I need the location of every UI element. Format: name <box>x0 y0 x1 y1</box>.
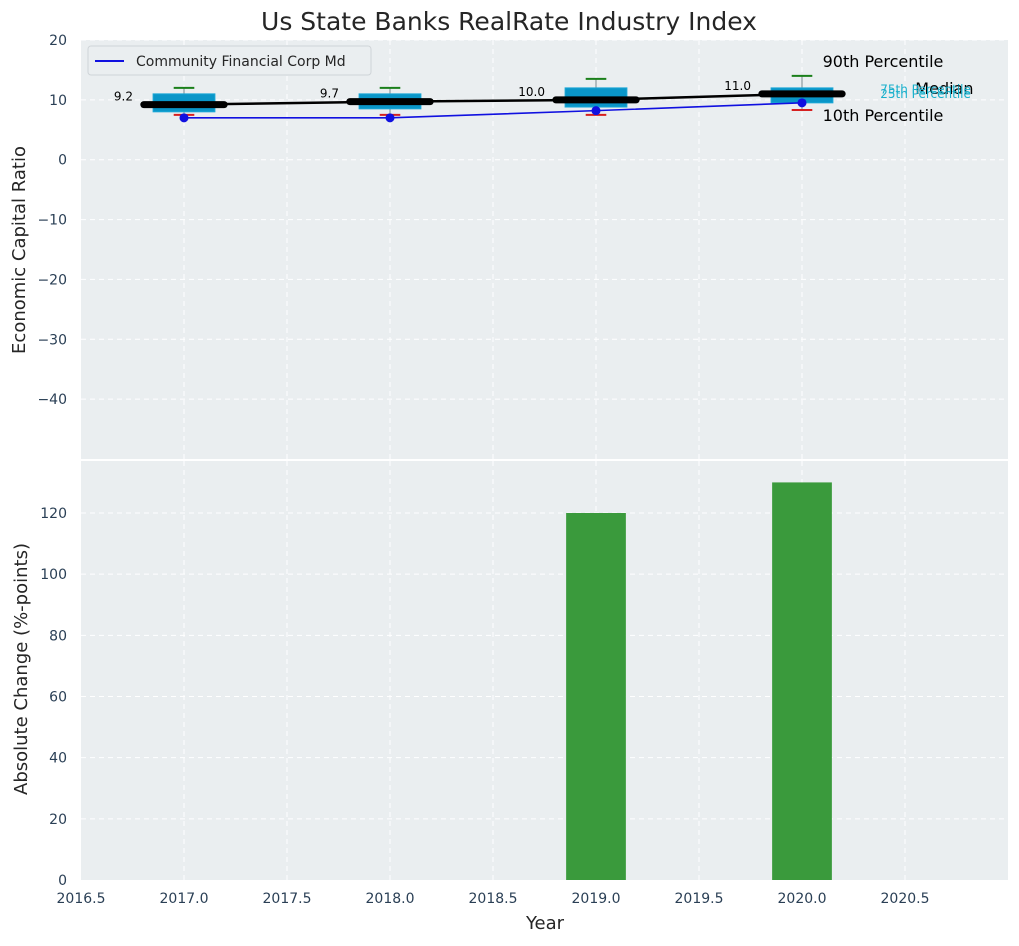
x-tick-label: 2016.5 <box>57 891 106 907</box>
top-y-tick-label: −20 <box>37 272 67 288</box>
x-tick-label: 2017.5 <box>263 891 312 907</box>
legend-entry-company: Community Financial Corp Md <box>136 54 346 70</box>
company-series-point <box>179 113 189 123</box>
top-plot-area <box>81 40 1008 459</box>
bottom-y-tick-label: 100 <box>40 567 67 583</box>
company-series-point <box>591 106 601 116</box>
annotation-25th-percentile: 25th Percentile <box>880 87 971 101</box>
x-axis-label: Year <box>525 913 565 934</box>
change-bar <box>566 512 626 880</box>
bottom-y-tick-label: 80 <box>49 628 67 644</box>
bottom-y-tick-label: 40 <box>49 751 67 767</box>
top-y-tick-label: −30 <box>37 332 67 348</box>
x-tick-label: 2020.5 <box>881 891 930 907</box>
annotation-90th-percentile: 90th Percentile <box>823 52 944 71</box>
top-y-tick-label: 0 <box>58 153 67 169</box>
median-value-label: 10.0 <box>518 85 545 99</box>
median-value-label: 9.7 <box>320 87 339 101</box>
top-y-tick-label: −10 <box>37 213 67 229</box>
x-tick-label: 2018.5 <box>469 891 518 907</box>
legend-box <box>87 45 372 76</box>
x-tick-label: 2019.5 <box>675 891 724 907</box>
top-y-tick-label: −40 <box>37 392 67 408</box>
bottom-y-axis-label: Absolute Change (%-points) <box>11 543 32 795</box>
chart-title: Us State Banks RealRate Industry Index <box>261 7 757 36</box>
bottom-y-tick-label: 60 <box>49 689 67 705</box>
top-y-tick-label: 20 <box>49 33 67 49</box>
company-series-point <box>797 98 807 108</box>
x-tick-label: 2020.0 <box>778 891 827 907</box>
bottom-y-tick-label: 0 <box>58 873 67 889</box>
annotation-75th-percentile: 75th Percentile <box>880 82 971 96</box>
bottom-plot-area <box>81 461 1008 880</box>
company-series-point <box>385 113 395 123</box>
median-value-label: 11.0 <box>724 79 751 93</box>
x-tick-label: 2018.0 <box>366 891 415 907</box>
bottom-y-tick-label: 120 <box>40 506 67 522</box>
median-value-label: 9.2 <box>114 90 133 104</box>
x-tick-label: 2017.0 <box>160 891 209 907</box>
x-tick-label: 2019.0 <box>572 891 621 907</box>
company-series-line <box>184 102 803 119</box>
top-y-axis-label: Economic Capital Ratio <box>9 146 30 354</box>
annotation-10th-percentile: 10th Percentile <box>823 106 944 125</box>
legend: Community Financial Corp Md <box>87 45 372 76</box>
median-series-line <box>183 92 803 106</box>
bottom-y-tick-label: 20 <box>49 812 67 828</box>
change-bar <box>772 482 832 880</box>
top-y-tick-label: 10 <box>49 93 67 109</box>
annotation-median: Median <box>915 79 973 98</box>
